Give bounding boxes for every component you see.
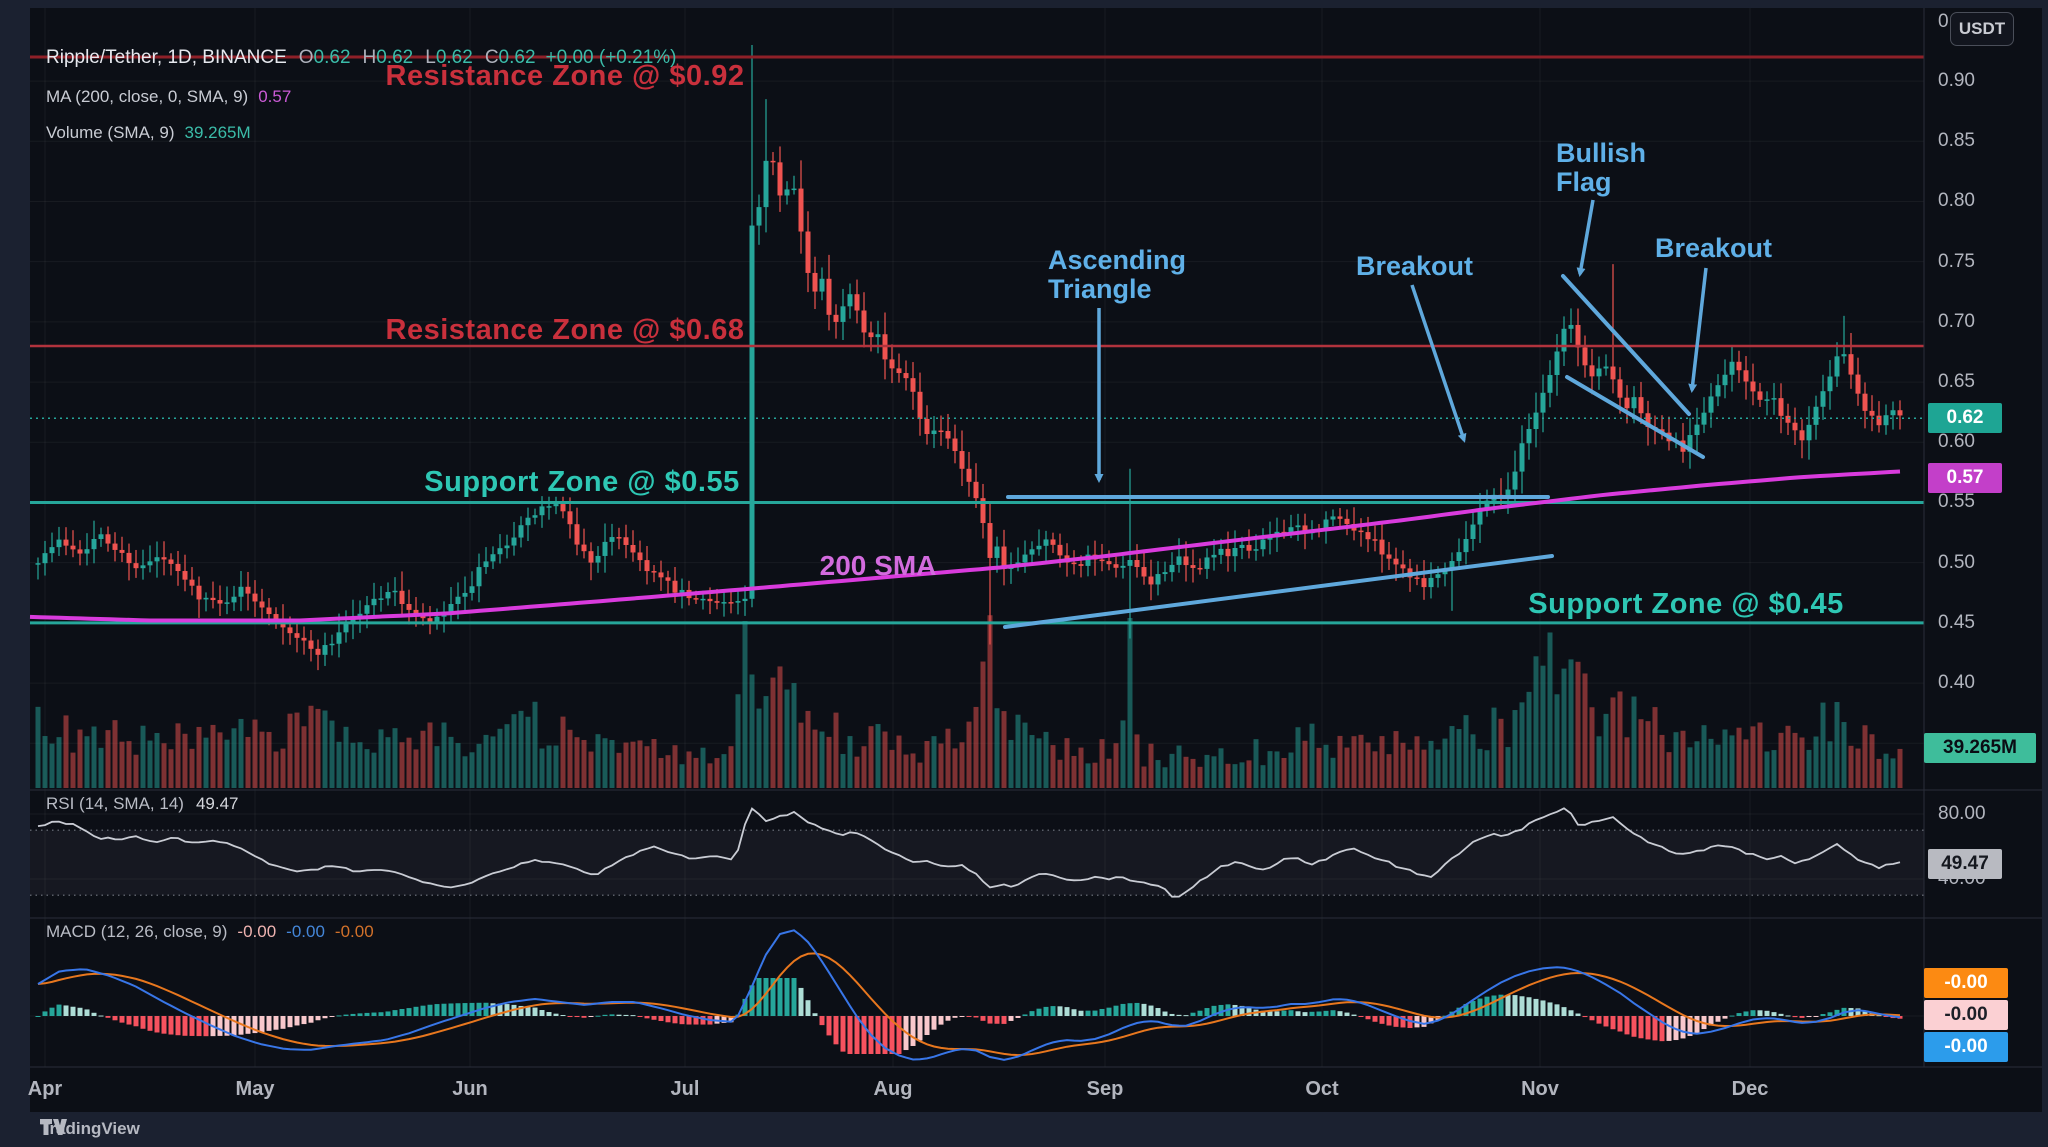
open-label: O [298,47,314,68]
month-label-apr: Apr [27,1078,63,1100]
macd-hist-value: -0.00 [237,922,277,941]
ma-legend[interactable]: MA (200, close, 0, SMA, 9) 0.57 [46,87,291,107]
month-label-oct: Oct [1305,1078,1339,1100]
volume-badge: 39.265M [1924,733,2036,763]
macd-signal-badge: -0.00 [1924,968,2008,998]
month-label-sep: Sep [1086,1078,1124,1100]
price-label-065: 0.65 [1938,371,1975,393]
price-label-055: 0.55 [1938,491,1975,513]
rsi-legend-label: RSI (14, SMA, 14) [46,794,184,813]
tradingview-logo-link[interactable]: TradingView [40,1119,140,1139]
high-value: 0.62 [376,47,414,68]
price-label-090: 0.90 [1938,70,1975,92]
price-badge: 0.62 [1928,403,2002,433]
open-value: 0.62 [313,47,351,68]
trendline-flag_lower [1565,375,1705,459]
sma200-line [29,469,1901,623]
breakout1_arrow [1410,284,1467,443]
volume-legend-value: 39.265M [184,123,251,142]
month-label-jun: Jun [452,1078,488,1100]
rsi-legend[interactable]: RSI (14, SMA, 14) 49.47 [46,794,238,814]
volume-legend[interactable]: Volume (SMA, 9) 39.265M [46,123,251,143]
breakout2_arrow [1688,267,1708,393]
symbol-title: Ripple/Tether, 1D, BINANCE [46,47,287,68]
sma200-label[interactable]: 200 SMA [819,550,937,581]
bullish_flag_arrow [1576,199,1595,277]
month-label-aug: Aug [873,1078,913,1100]
price-label-050: 0.50 [1938,551,1975,573]
support-zone-055-label[interactable]: Support Zone @ $0.55 [424,466,740,498]
bullish-flag-label[interactable]: Bullish Flag [1556,139,1646,197]
macd-legend[interactable]: MACD (12, 26, close, 9) -0.00 -0.00 -0.00 [46,922,374,942]
macd-line [37,929,1901,1061]
month-label-dec: Dec [1731,1078,1769,1100]
ascending-triangle-line1: Ascending [1048,245,1187,275]
bullish-flag-line2: Flag [1556,167,1612,197]
ma-legend-label: MA (200, close, 0, SMA, 9) [46,87,249,106]
month-label-nov: Nov [1521,1078,1559,1100]
high-label: H [362,47,377,68]
price-label-085: 0.85 [1938,130,1975,152]
rsi-line [37,807,1901,898]
support-zone-045-label[interactable]: Support Zone @ $0.45 [1528,588,1844,620]
resistance-zone-068-label[interactable]: Resistance Zone @ $0.68 [385,314,745,346]
macd-line-value: -0.00 [286,922,325,941]
resistance-zone-092-label[interactable]: Resistance Zone @ $0.92 [385,60,745,92]
ascending-triangle-line2: Triangle [1048,274,1152,304]
close-value: 0.62 [498,47,536,68]
bullish-flag-line1: Bullish [1556,138,1647,168]
close-label: C [484,47,499,68]
tradingview-icon [40,1119,67,1135]
month-label-may: May [235,1078,275,1100]
symbol-legend[interactable]: Ripple/Tether, 1D, BINANCE O0.62 H0.62 L0.6… [46,47,677,69]
ma-badge: 0.57 [1928,463,2002,493]
breakout1-label[interactable]: Breakout [1356,251,1474,281]
change-value: +0.00 (+0.21%) [545,47,677,68]
macd-signal-value: -0.00 [334,922,374,941]
volume-legend-label: Volume (SMA, 9) [46,123,175,142]
rsi-legend-value: 49.47 [195,794,239,813]
rsi-badge: 49.47 [1928,849,2002,879]
low-value: 0.62 [435,47,473,68]
breakout2-label[interactable]: Breakout [1655,233,1773,263]
price-label-080: 0.80 [1938,190,1975,212]
ma-legend-value: 0.57 [258,87,292,106]
trendline-triangle_bottom [1003,554,1554,629]
price-label-040: 0.40 [1938,672,1975,694]
volume-bars [35,615,1903,788]
price-label-075: 0.75 [1938,250,1975,272]
macd-legend-label: MACD (12, 26, close, 9) [46,922,228,941]
price-label-045: 0.45 [1938,611,1975,633]
macd-hist-badge: -0.00 [1924,1000,2008,1030]
currency-toggle-button[interactable]: USDT [1950,12,2014,46]
low-label: L [425,47,436,68]
price-label-070: 0.70 [1938,310,1975,332]
macd-line-badge: -0.00 [1924,1032,2008,1062]
price-label-060: 0.60 [1938,431,1975,453]
rsi-axis-label-80: 80.00 [1938,803,1986,824]
macd-histogram [35,978,1903,1054]
ascending-triangle-label[interactable]: Ascending Triangle [1048,246,1186,304]
trendline-flag_upper [1561,274,1691,416]
month-label-jul: Jul [670,1078,700,1100]
